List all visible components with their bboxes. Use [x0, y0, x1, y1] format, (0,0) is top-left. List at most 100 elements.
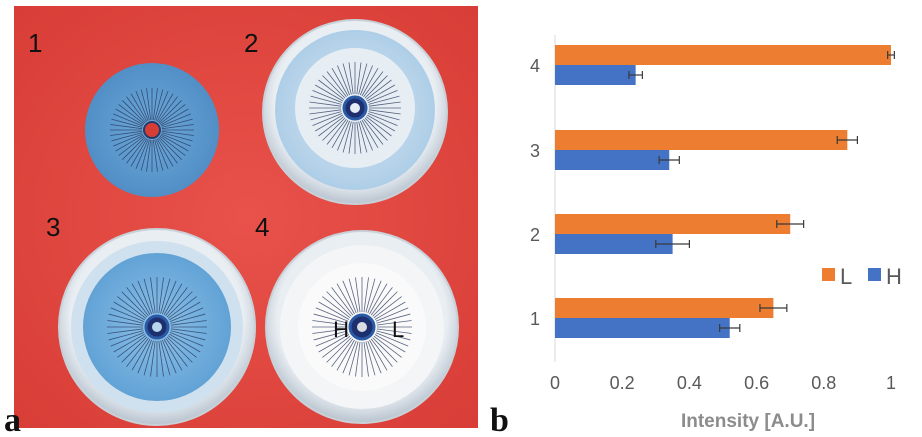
radial-line — [363, 118, 384, 145]
radial-line — [161, 118, 193, 128]
radial-line — [126, 96, 147, 123]
radial-line — [160, 278, 171, 314]
radial-line — [361, 119, 379, 149]
radial-line — [110, 307, 145, 323]
radial-line — [110, 130, 143, 136]
dish-label-4: 4 — [255, 212, 269, 242]
radial-line — [130, 93, 148, 122]
radial-line — [363, 341, 369, 377]
radial-line — [363, 277, 369, 313]
dish-label-2: 2 — [244, 28, 258, 58]
radial-line — [158, 136, 182, 160]
legend-swatch-l — [822, 268, 835, 281]
radial-line — [155, 139, 169, 169]
radial-line — [152, 88, 158, 121]
radial-line — [369, 339, 388, 371]
radial-line — [336, 283, 355, 315]
radial-line — [361, 67, 379, 97]
radial-line — [163, 338, 183, 371]
radial-line — [376, 328, 412, 334]
legend-swatch-h — [868, 268, 881, 281]
radial-line — [310, 111, 342, 121]
radial-line — [322, 335, 351, 358]
radial-line — [356, 121, 362, 154]
radial-line — [315, 307, 349, 322]
radial-line — [161, 130, 194, 136]
radial-line — [140, 139, 150, 171]
radial-line — [143, 340, 154, 376]
legend: L H — [822, 264, 902, 289]
radial-line — [309, 101, 342, 107]
radial-line — [165, 287, 188, 317]
radial-line — [122, 100, 146, 124]
radial-line — [368, 95, 400, 105]
radial-line — [318, 79, 345, 100]
radial-line — [169, 307, 204, 323]
x-tick-label: 0.8 — [811, 373, 836, 393]
radial-line — [326, 71, 347, 98]
radial-line — [167, 296, 197, 319]
dish-label-3: 3 — [46, 212, 60, 242]
dish4-marker-l: L — [392, 317, 404, 342]
radial-line — [359, 120, 373, 151]
radial-line — [117, 335, 147, 358]
radial-line — [140, 89, 150, 121]
radial-line — [159, 135, 186, 156]
radial-line — [154, 89, 164, 121]
radial-line — [358, 121, 368, 153]
x-tick-label: 0.4 — [677, 373, 702, 393]
radial-line — [342, 121, 352, 153]
radial-line — [121, 291, 148, 318]
dish-3 — [58, 228, 256, 426]
radial-line — [367, 90, 398, 104]
radial-line — [168, 301, 201, 321]
radial-line — [113, 301, 146, 321]
radial-line — [126, 337, 149, 367]
radial-line — [135, 91, 149, 121]
radial-line — [161, 113, 191, 127]
radial-line — [331, 67, 349, 97]
radial-line — [110, 331, 145, 347]
radial-line — [150, 340, 156, 377]
radial-line — [163, 283, 183, 316]
radial-line — [160, 134, 189, 152]
dishes-photo: H L 1 2 3 4 a — [4, 6, 478, 437]
radial-line — [122, 136, 146, 160]
radial-line — [111, 132, 143, 142]
bar-h-2 — [555, 234, 673, 254]
radial-line — [318, 116, 345, 137]
radial-line — [166, 336, 193, 363]
radial-line — [113, 113, 143, 127]
radial-line — [108, 313, 144, 324]
radial-line — [342, 63, 352, 95]
radial-line — [358, 63, 368, 95]
radial-line — [110, 124, 143, 130]
radial-line — [374, 334, 406, 353]
radial-line — [376, 320, 412, 326]
radial-line — [337, 65, 351, 96]
radial-line — [130, 138, 148, 167]
radial-line — [170, 330, 206, 341]
x-tick-label: 0 — [550, 373, 560, 393]
radial-line — [374, 301, 406, 320]
radial-line — [368, 101, 401, 107]
radial-line — [107, 320, 144, 326]
radial-line — [113, 333, 146, 353]
radial-line — [131, 338, 151, 371]
radial-line — [342, 340, 357, 374]
radial-line — [367, 112, 398, 126]
radial-line — [313, 330, 348, 341]
radial-line — [150, 277, 156, 314]
radial-line — [366, 114, 396, 132]
radial-line — [365, 278, 376, 313]
radial-line — [170, 313, 206, 324]
radial-line — [376, 313, 411, 324]
radial-line — [167, 335, 197, 358]
radial-line — [161, 124, 194, 130]
radial-line — [158, 340, 164, 377]
radial-line — [365, 79, 392, 100]
bar-l-1 — [555, 298, 774, 318]
radial-line — [359, 65, 373, 96]
radial-line — [318, 334, 350, 353]
radial-line — [135, 139, 149, 169]
